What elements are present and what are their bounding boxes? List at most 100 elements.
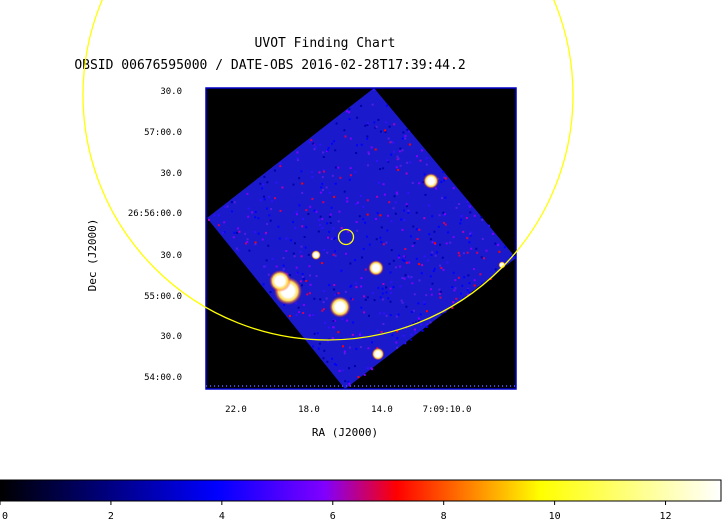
- noise-pixel: [296, 271, 299, 274]
- noise-pixel: [379, 168, 382, 171]
- noise-pixel: [444, 177, 447, 180]
- noise-pixel: [405, 305, 408, 308]
- noise-pixel: [419, 313, 422, 316]
- noise-pixel: [348, 367, 351, 370]
- bright-source: [368, 260, 384, 276]
- noise-pixel: [246, 238, 249, 241]
- noise-pixel: [417, 319, 420, 322]
- noise-pixel: [455, 206, 458, 209]
- noise-pixel: [396, 330, 399, 333]
- noise-pixel: [356, 144, 358, 147]
- noise-pixel: [418, 263, 421, 266]
- noise-pixel: [346, 200, 349, 203]
- bright-source: [311, 250, 321, 260]
- noise-pixel: [446, 261, 449, 264]
- noise-pixel: [300, 255, 303, 258]
- noise-pixel: [439, 296, 442, 299]
- noise-pixel: [421, 264, 424, 267]
- noise-pixel: [457, 276, 460, 279]
- noise-pixel: [494, 268, 497, 271]
- noise-pixel: [269, 219, 272, 222]
- noise-pixel: [401, 277, 404, 279]
- noise-pixel: [334, 166, 337, 169]
- noise-pixel: [396, 346, 399, 349]
- noise-pixel: [469, 211, 472, 214]
- noise-pixel: [454, 287, 457, 290]
- noise-pixel: [368, 314, 370, 317]
- noise-pixel: [458, 203, 461, 205]
- noise-pixel: [335, 122, 338, 125]
- noise-pixel: [426, 323, 429, 326]
- noise-pixel: [431, 251, 434, 254]
- noise-pixel: [425, 310, 428, 313]
- noise-pixel: [466, 287, 469, 290]
- noise-pixel: [326, 360, 329, 363]
- noise-pixel: [295, 266, 298, 269]
- noise-pixel: [251, 211, 254, 214]
- noise-pixel: [414, 331, 417, 334]
- noise-pixel: [295, 211, 298, 214]
- noise-pixel: [332, 326, 335, 329]
- noise-pixel: [481, 282, 484, 285]
- noise-pixel: [323, 290, 326, 293]
- noise-pixel: [399, 164, 402, 167]
- noise-pixel: [348, 111, 351, 114]
- noise-pixel: [382, 243, 385, 246]
- noise-pixel: [237, 249, 240, 252]
- noise-pixel: [265, 259, 268, 262]
- noise-pixel: [370, 146, 373, 149]
- noise-pixel: [320, 186, 323, 189]
- noise-pixel: [333, 319, 336, 322]
- noise-pixel: [315, 210, 318, 213]
- noise-pixel: [307, 253, 310, 256]
- noise-pixel: [355, 286, 358, 289]
- noise-pixel: [321, 309, 324, 312]
- noise-pixel: [434, 242, 436, 245]
- noise-pixel: [441, 197, 443, 200]
- noise-pixel: [447, 231, 450, 234]
- noise-pixel: [404, 137, 407, 140]
- noise-pixel: [403, 277, 406, 280]
- noise-pixel: [405, 203, 408, 206]
- noise-pixel: [285, 250, 288, 252]
- noise-pixel: [364, 221, 367, 224]
- noise-pixel: [311, 171, 313, 174]
- noise-pixel: [424, 193, 427, 196]
- noise-pixel: [322, 301, 325, 304]
- noise-pixel: [395, 315, 398, 318]
- noise-pixel: [313, 209, 316, 212]
- noise-pixel: [485, 249, 488, 252]
- noise-pixel: [223, 221, 226, 224]
- noise-pixel: [442, 211, 445, 214]
- noise-pixel: [395, 341, 398, 344]
- noise-pixel: [404, 248, 407, 250]
- noise-pixel: [361, 256, 363, 259]
- noise-pixel: [268, 196, 271, 198]
- noise-pixel: [438, 288, 441, 291]
- noise-pixel: [404, 134, 407, 137]
- noise-pixel: [208, 218, 210, 221]
- noise-pixel: [349, 167, 352, 170]
- noise-pixel: [331, 236, 334, 239]
- noise-pixel: [231, 210, 233, 213]
- noise-pixel: [385, 314, 388, 317]
- noise-pixel: [261, 187, 264, 190]
- noise-pixel: [312, 142, 315, 145]
- y-tick-label: 55:00.0: [144, 292, 182, 302]
- noise-pixel: [296, 157, 299, 160]
- noise-pixel: [483, 257, 485, 260]
- noise-pixel: [415, 228, 418, 231]
- noise-pixel: [382, 167, 385, 170]
- y-tick-label: 30.0: [160, 87, 182, 97]
- noise-pixel: [437, 225, 440, 228]
- noise-pixel: [321, 262, 324, 265]
- noise-pixel: [279, 209, 282, 212]
- noise-pixel: [409, 161, 412, 164]
- noise-pixel: [217, 214, 220, 217]
- noise-pixel: [348, 178, 351, 181]
- noise-pixel: [332, 237, 335, 240]
- noise-pixel: [403, 219, 406, 222]
- noise-pixel: [410, 311, 413, 313]
- noise-pixel: [380, 241, 383, 244]
- noise-pixel: [357, 376, 360, 379]
